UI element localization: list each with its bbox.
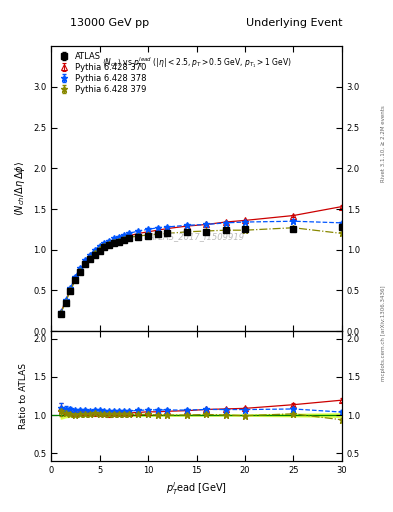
Y-axis label: Ratio to ATLAS: Ratio to ATLAS [18,363,28,429]
Text: Rivet 3.1.10, ≥ 2.2M events: Rivet 3.1.10, ≥ 2.2M events [381,105,386,182]
Text: ATLAS_2017_I1509919: ATLAS_2017_I1509919 [149,232,244,242]
Text: Underlying Event: Underlying Event [246,18,343,28]
Text: mcplots.cern.ch [arXiv:1306.3436]: mcplots.cern.ch [arXiv:1306.3436] [381,285,386,380]
X-axis label: $p_T^l$ead [GeV]: $p_T^l$ead [GeV] [166,480,227,497]
Text: $\langle N_{ch}\rangle$ vs $p_T^{lead}$ ($|\eta| < 2.5, p_T > 0.5$ GeV, $p_{T_1}: $\langle N_{ch}\rangle$ vs $p_T^{lead}$ … [101,55,292,70]
Legend: ATLAS, Pythia 6.428 370, Pythia 6.428 378, Pythia 6.428 379: ATLAS, Pythia 6.428 370, Pythia 6.428 37… [55,50,149,96]
Text: 13000 GeV pp: 13000 GeV pp [70,18,150,28]
Y-axis label: $\langle N_{ch} / \Delta\eta\,\Delta\phi \rangle$: $\langle N_{ch} / \Delta\eta\,\Delta\phi… [13,161,28,216]
